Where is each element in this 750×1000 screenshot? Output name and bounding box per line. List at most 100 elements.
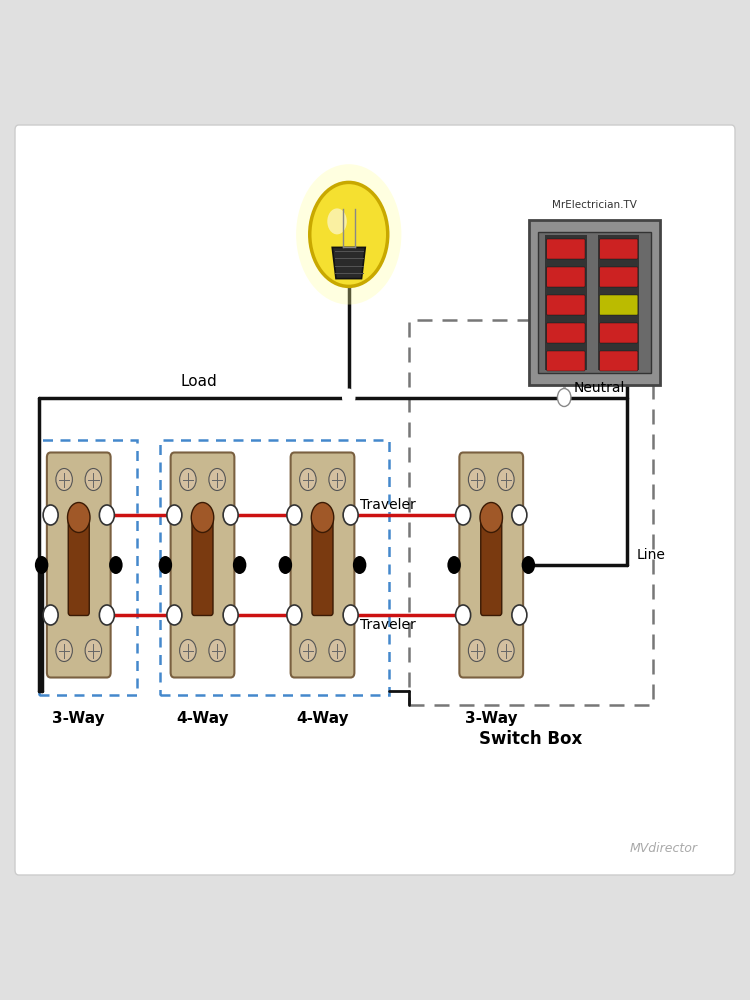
Circle shape (456, 505, 471, 525)
Text: MVdirector: MVdirector (629, 842, 698, 855)
Text: Load: Load (180, 374, 218, 389)
Circle shape (498, 640, 514, 662)
Circle shape (44, 506, 57, 524)
Circle shape (328, 468, 345, 490)
Text: 4-Way: 4-Way (296, 710, 349, 725)
Circle shape (468, 468, 485, 490)
Text: Line: Line (636, 548, 665, 562)
Circle shape (456, 605, 471, 625)
Circle shape (557, 388, 571, 406)
FancyBboxPatch shape (547, 323, 585, 343)
Text: Traveler: Traveler (360, 498, 416, 512)
Circle shape (209, 468, 226, 490)
Circle shape (166, 605, 182, 625)
Polygon shape (332, 247, 365, 279)
Circle shape (100, 506, 113, 524)
FancyBboxPatch shape (192, 514, 213, 615)
Circle shape (310, 182, 388, 286)
Circle shape (168, 606, 182, 624)
Circle shape (513, 606, 526, 624)
Circle shape (44, 606, 57, 624)
Circle shape (288, 606, 301, 624)
Text: Neutral: Neutral (573, 380, 625, 394)
Circle shape (100, 606, 113, 624)
FancyBboxPatch shape (547, 267, 585, 287)
FancyBboxPatch shape (600, 323, 638, 343)
Text: Switch Box: Switch Box (479, 730, 582, 748)
Circle shape (512, 605, 526, 625)
FancyBboxPatch shape (68, 514, 89, 615)
Circle shape (224, 506, 237, 524)
Circle shape (56, 640, 72, 662)
Circle shape (224, 606, 237, 624)
Circle shape (311, 502, 334, 532)
Circle shape (498, 468, 514, 490)
Circle shape (512, 505, 526, 525)
Circle shape (456, 606, 470, 624)
Circle shape (224, 605, 238, 625)
Circle shape (344, 606, 357, 624)
Circle shape (279, 556, 292, 574)
Circle shape (191, 502, 214, 532)
Circle shape (43, 505, 58, 525)
Text: 3-Way: 3-Way (53, 710, 105, 725)
Circle shape (299, 468, 316, 490)
Text: MrElectrician.TV: MrElectrician.TV (552, 200, 637, 210)
FancyBboxPatch shape (547, 239, 585, 259)
FancyBboxPatch shape (170, 452, 234, 678)
FancyBboxPatch shape (545, 235, 586, 370)
Circle shape (513, 506, 526, 524)
Circle shape (85, 468, 102, 490)
Circle shape (342, 388, 355, 406)
Circle shape (344, 506, 357, 524)
Circle shape (166, 505, 182, 525)
FancyBboxPatch shape (538, 232, 651, 373)
FancyBboxPatch shape (600, 295, 638, 315)
Text: 4-Way: 4-Way (176, 710, 229, 725)
Circle shape (35, 556, 48, 574)
Circle shape (110, 556, 123, 574)
Circle shape (224, 505, 238, 525)
Circle shape (327, 208, 346, 234)
FancyBboxPatch shape (547, 351, 585, 371)
FancyBboxPatch shape (46, 452, 111, 678)
Circle shape (56, 468, 72, 490)
FancyBboxPatch shape (312, 514, 333, 615)
Circle shape (180, 640, 196, 662)
Circle shape (180, 468, 196, 490)
FancyBboxPatch shape (600, 351, 638, 371)
Circle shape (456, 506, 470, 524)
Circle shape (343, 505, 358, 525)
Circle shape (480, 502, 502, 532)
FancyBboxPatch shape (600, 239, 638, 259)
Circle shape (286, 605, 302, 625)
Circle shape (352, 556, 366, 574)
FancyBboxPatch shape (598, 235, 639, 370)
Circle shape (468, 640, 485, 662)
Circle shape (288, 506, 301, 524)
FancyBboxPatch shape (547, 295, 585, 315)
Text: Traveler: Traveler (360, 618, 416, 632)
Circle shape (85, 640, 102, 662)
Circle shape (522, 556, 536, 574)
Circle shape (43, 605, 58, 625)
Circle shape (68, 502, 90, 532)
Circle shape (447, 556, 460, 574)
Circle shape (286, 505, 302, 525)
FancyBboxPatch shape (15, 125, 735, 875)
Circle shape (328, 640, 345, 662)
FancyBboxPatch shape (529, 220, 660, 385)
FancyBboxPatch shape (600, 267, 638, 287)
Circle shape (99, 505, 114, 525)
Circle shape (159, 556, 172, 574)
Circle shape (209, 640, 226, 662)
Circle shape (168, 506, 182, 524)
Circle shape (296, 164, 401, 305)
Text: 3-Way: 3-Way (465, 710, 518, 725)
FancyBboxPatch shape (291, 452, 354, 678)
Circle shape (99, 605, 114, 625)
FancyBboxPatch shape (459, 452, 524, 678)
FancyBboxPatch shape (481, 514, 502, 615)
Circle shape (299, 640, 316, 662)
Circle shape (232, 556, 246, 574)
